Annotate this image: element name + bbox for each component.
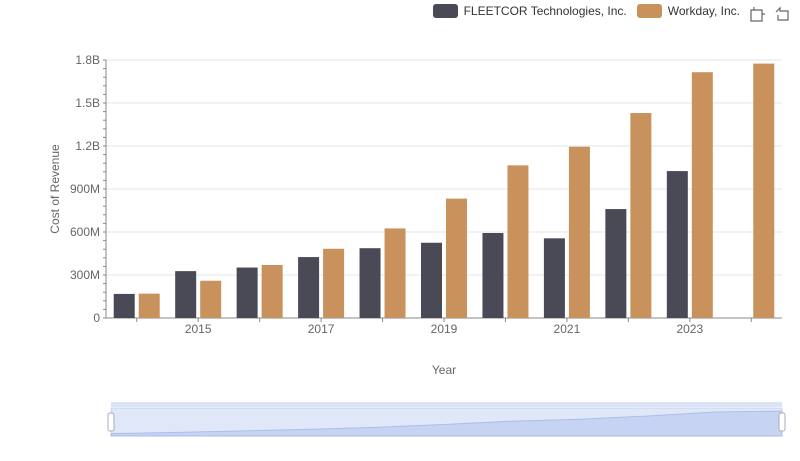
bar-fleetcor-2015[interactable]: [175, 271, 197, 318]
bar-workday-2018[interactable]: [384, 228, 406, 318]
datazoom-preview: [110, 410, 783, 437]
legend-label-fleetcor: FLEETCOR Technologies, Inc.: [463, 4, 627, 18]
bar-workday-2019[interactable]: [446, 198, 467, 318]
datazoom-handle-left[interactable]: [107, 412, 115, 432]
chart-toolbar: [750, 6, 790, 22]
bar-workday-2024[interactable]: [753, 63, 775, 319]
legend-item-fleetcor[interactable]: FLEETCOR Technologies, Inc.: [432, 4, 627, 18]
datazoom-handle-right[interactable]: [778, 412, 786, 432]
x-axis-title: Year: [432, 363, 456, 377]
x-tick-label: 2019: [431, 322, 458, 336]
bar-workday-2022[interactable]: [630, 113, 652, 319]
legend-label-workday: Workday, Inc.: [667, 4, 740, 18]
bar-fleetcor-2020[interactable]: [482, 233, 504, 318]
y-tick-label: 1.8B: [75, 53, 100, 67]
restore-icon[interactable]: [774, 6, 790, 22]
bar-fleetcor-2016[interactable]: [236, 267, 258, 318]
bar-workday-2017[interactable]: [323, 248, 345, 318]
bar-fleetcor-2023[interactable]: [666, 171, 688, 318]
bar-workday-2014[interactable]: [138, 293, 160, 318]
y-tick-label: 0: [93, 311, 100, 325]
bar-fleetcor-2021[interactable]: [543, 238, 565, 318]
datazoom-selection[interactable]: [111, 408, 782, 436]
legend-item-workday[interactable]: Workday, Inc.: [636, 4, 740, 18]
bar-workday-2015[interactable]: [200, 280, 222, 318]
y-tick-label: 1.2B: [75, 139, 100, 153]
zoom-icon[interactable]: [750, 6, 766, 22]
x-tick-label: 2015: [185, 322, 212, 336]
bar-workday-2023[interactable]: [691, 72, 713, 318]
bar-workday-2016[interactable]: [261, 264, 283, 318]
x-tick-label: 2017: [308, 322, 335, 336]
y-tick-label: 1.5B: [75, 96, 100, 110]
x-tick-label: 2021: [554, 322, 581, 336]
y-tick-label: 600M: [70, 225, 100, 239]
bar-fleetcor-2018[interactable]: [359, 248, 381, 318]
bar-fleetcor-2017[interactable]: [298, 257, 320, 318]
datazoom-top-bar[interactable]: [111, 402, 782, 407]
legend-swatch-fleetcor: [432, 4, 458, 18]
legend-swatch-workday: [636, 4, 662, 18]
y-tick-label: 900M: [70, 182, 100, 196]
bar-workday-2021[interactable]: [568, 146, 590, 318]
bar-workday-2020[interactable]: [507, 165, 529, 318]
legend: FLEETCOR Technologies, Inc. Workday, Inc…: [432, 4, 740, 18]
bar-fleetcor-2022[interactable]: [605, 209, 627, 318]
x-tick-label: 2023: [676, 322, 703, 336]
y-tick-label: 300M: [70, 268, 100, 282]
bar-fleetcor-2014[interactable]: [113, 293, 135, 318]
bar-fleetcor-2019[interactable]: [421, 242, 442, 318]
y-axis-title: Cost of Revenue: [48, 144, 62, 234]
